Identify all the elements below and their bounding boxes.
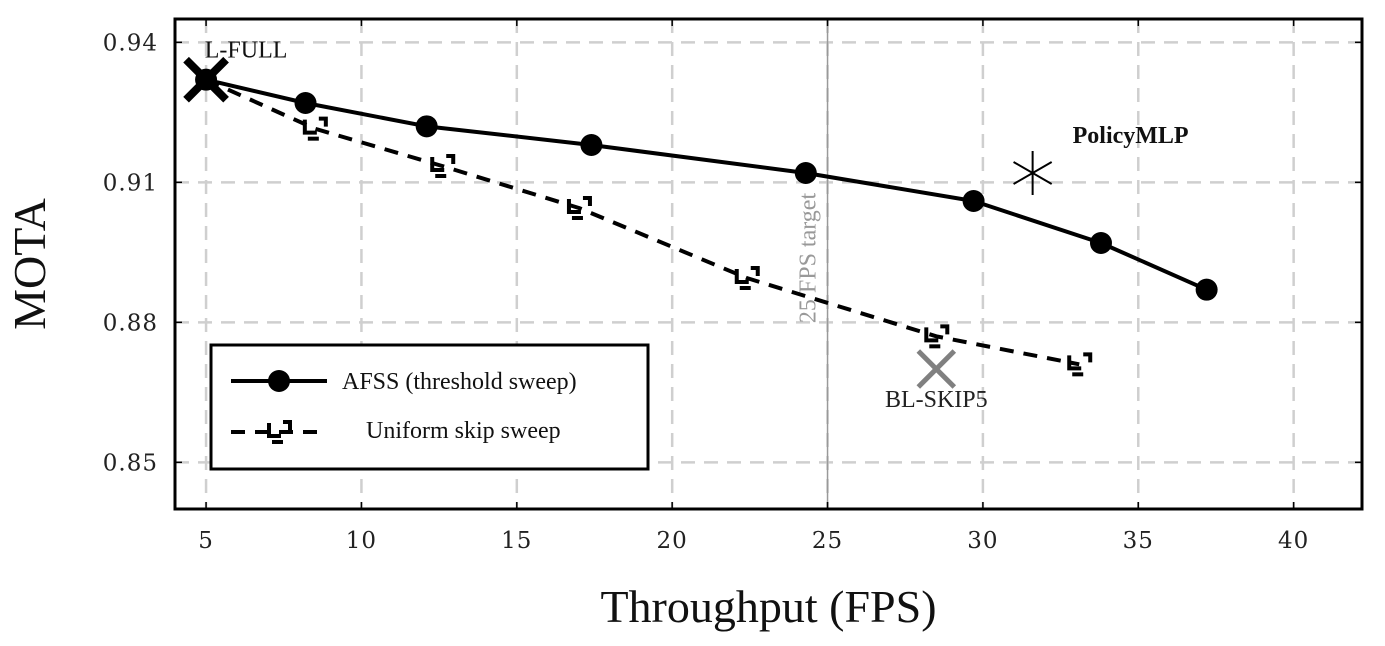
annotations-group: L-FULL PolicyMLP BL-SKIP5 <box>183 38 1189 413</box>
x-axis-title: Throughput (FPS) <box>600 581 936 632</box>
series-point <box>1067 352 1093 377</box>
series-point <box>580 134 603 156</box>
y-axis-title: MOTA <box>4 198 55 330</box>
x-tick-label: 30 <box>967 528 998 554</box>
series-point <box>734 266 760 290</box>
series-line-1 <box>205 77 1080 367</box>
annotation-label: L-FULL <box>205 38 288 64</box>
x-tick-label: 5 <box>198 528 214 554</box>
x-tick-label: 25 <box>812 528 843 554</box>
x-tick-label: 15 <box>501 528 532 554</box>
legend-box <box>209 343 650 471</box>
series-point <box>415 115 438 138</box>
annotation-label: PolicyMLP <box>1073 123 1189 149</box>
annotation-marker <box>916 349 957 389</box>
series-point <box>302 116 328 141</box>
y-tick-label: 0.88 <box>103 310 158 336</box>
legend-swatch-marker <box>267 420 292 444</box>
reference-line-label: 25 FPS target <box>796 193 822 324</box>
annotation-marker <box>1013 161 1053 185</box>
legend-swatch-marker <box>268 370 290 392</box>
annotation-label: BL-SKIP5 <box>885 387 988 413</box>
series-line-0 <box>205 77 1208 292</box>
x-tick-label: 10 <box>346 528 377 554</box>
grid <box>175 19 1362 509</box>
legend-label: AFSS (threshold sweep) <box>342 369 577 395</box>
y-tick-label: 0.91 <box>103 170 158 196</box>
series-point <box>962 190 985 212</box>
legend: AFSS (threshold sweep) Uniform skip sweep <box>209 343 650 471</box>
reference-line-group: 25 FPS target <box>796 19 829 509</box>
plot-frame <box>173 17 1364 511</box>
series-point <box>566 196 592 220</box>
y-tick-label: 0.85 <box>103 450 158 476</box>
legend-label: Uniform skip sweep <box>366 418 561 444</box>
y-tick-label: 0.94 <box>103 30 158 56</box>
series-point <box>294 92 317 114</box>
series-point <box>1089 232 1112 254</box>
x-tick-label: 40 <box>1278 528 1309 554</box>
annotation-marker <box>183 56 229 103</box>
x-tick-label: 20 <box>657 528 688 554</box>
series-point <box>794 162 817 184</box>
series-group <box>195 68 1218 377</box>
series-point <box>924 324 950 349</box>
ticks-group: 5 10 15 20 25 30 35 40 0.85 0.88 0.91 0.94 <box>103 19 1362 554</box>
series-point <box>430 154 456 178</box>
series-point <box>1195 278 1218 301</box>
x-tick-label: 35 <box>1123 528 1154 554</box>
